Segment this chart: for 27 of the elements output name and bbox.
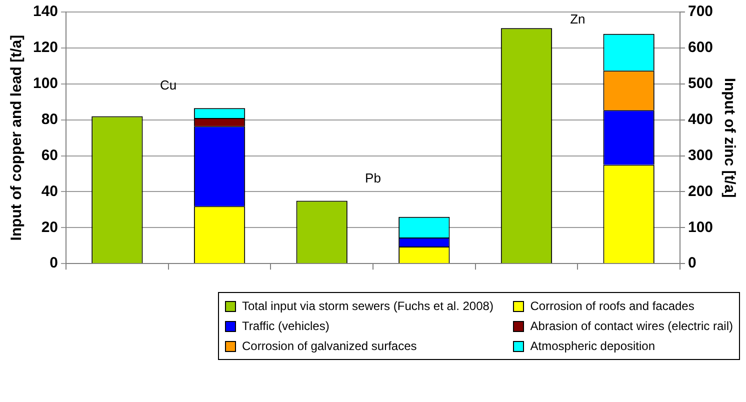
- y-tick-label: 100: [32, 75, 58, 92]
- y-tick-label: 120: [32, 39, 58, 56]
- legend-label: Corrosion of galvanized surfaces: [242, 339, 417, 353]
- y-axis-title: Input of copper and lead [t/a]: [8, 34, 26, 241]
- annotation: Zn: [570, 12, 586, 27]
- legend-label: Abrasion of contact wires (electric rail): [530, 319, 733, 333]
- y-tick-label: 40: [41, 182, 58, 200]
- y2-tick-label: 700: [688, 3, 714, 20]
- legend-label: Traffic (vehicles): [242, 319, 330, 333]
- y-tick-label: 20: [41, 218, 58, 236]
- y-tick-label: 0: [50, 254, 58, 272]
- y2-tick-label: 300: [688, 146, 714, 164]
- legend-label: Total input via storm sewers (Fuchs et al. 2008): [242, 299, 494, 313]
- legend-label: Corrosion of roofs and facades: [530, 299, 694, 313]
- y2-tick-label: 200: [688, 182, 714, 200]
- annotation: Cu: [160, 78, 177, 93]
- y2-tick-label: 400: [688, 110, 714, 128]
- y2-tick-label: 100: [688, 218, 714, 236]
- y2-axis-title: Input of zinc [t/a]: [720, 78, 738, 198]
- y2-tick-label: 500: [688, 75, 714, 92]
- annotation: Pb: [365, 170, 381, 186]
- y-tick-label: 140: [32, 3, 58, 20]
- y-tick-label: 60: [41, 146, 58, 164]
- y2-tick-label: 0: [688, 254, 696, 272]
- legend-label: Atmospheric deposition: [530, 339, 655, 353]
- y-tick-label: 80: [41, 110, 58, 128]
- y2-tick-label: 600: [688, 39, 714, 56]
